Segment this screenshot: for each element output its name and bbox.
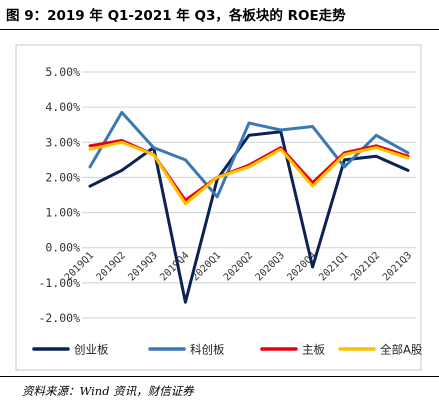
y-tick-label: -1.00% <box>38 276 80 290</box>
y-tick-label: 0.00% <box>45 241 80 255</box>
roe-line-chart: 5.00% 4.00% 3.00% 2.00% 1.00% 0.00% -1.00% -2.0… <box>15 44 423 371</box>
chart-frame <box>15 44 422 371</box>
y-tick-label: 3.00% <box>45 135 80 149</box>
legend: 创业板 科创板 主板 全部A股 <box>32 343 423 357</box>
x-axis-ticks: 2019Q12019Q22019Q32019Q42020Q12020Q22020… <box>63 250 414 283</box>
x-tick-label: 2019Q2 <box>95 250 128 283</box>
series-line-3 <box>88 140 410 206</box>
x-tick-label: 2020Q3 <box>254 250 287 283</box>
series-lines <box>88 110 410 304</box>
top-rule <box>0 29 439 30</box>
series-line-0 <box>88 130 410 304</box>
y-tick-label: 4.00% <box>45 100 80 114</box>
series-line-1 <box>88 110 410 199</box>
y-tick-label: -2.00% <box>38 311 80 325</box>
legend-label-3: 全部A股 <box>380 343 423 357</box>
y-axis-ticks: 5.00% 4.00% 3.00% 2.00% 1.00% 0.00% -1.00% -2.0… <box>38 65 80 325</box>
x-tick-label: 2021Q3 <box>381 250 414 283</box>
y-tick-label: 5.00% <box>45 65 80 79</box>
legend-label-0: 创业板 <box>74 343 109 357</box>
figure-title: 图 9：2019 年 Q1-2021 年 Q3，各板块的 ROE走势 <box>6 8 346 24</box>
legend-label-2: 主板 <box>302 343 325 357</box>
x-tick-label: 2020Q2 <box>222 250 255 283</box>
bottom-rule <box>0 376 439 377</box>
x-tick-label: 2021Q2 <box>349 250 382 283</box>
grid-lines <box>82 71 416 319</box>
legend-label-1: 科创板 <box>190 343 225 357</box>
y-tick-label: 2.00% <box>45 170 80 184</box>
x-tick-label: 2021Q1 <box>317 250 350 283</box>
source-note: 资料来源：Wind 资讯，财信证券 <box>22 384 194 398</box>
x-tick-label: 2019Q3 <box>126 250 159 283</box>
y-tick-label: 1.00% <box>45 206 80 220</box>
